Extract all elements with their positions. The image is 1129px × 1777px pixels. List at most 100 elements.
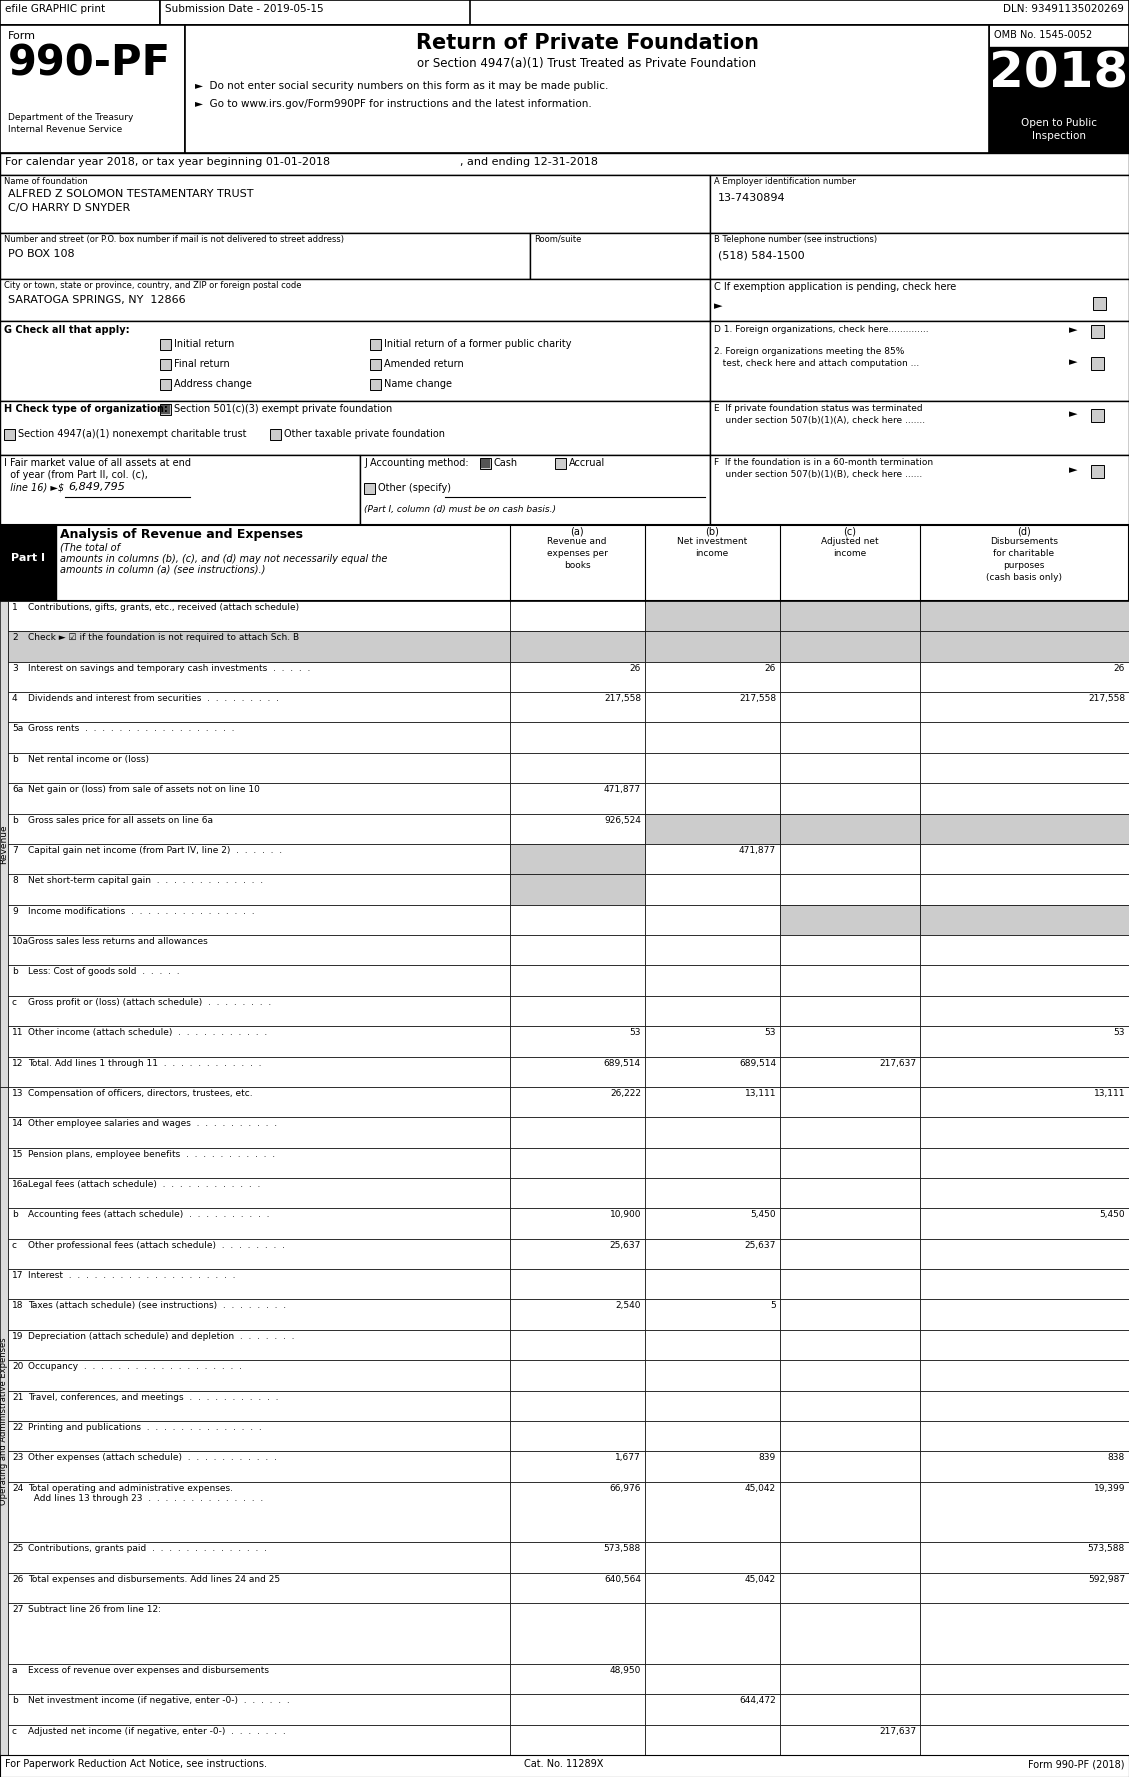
Bar (8, 723, 510, 753)
Text: B Telephone number (see instructions): B Telephone number (see instructions) (714, 235, 877, 243)
Text: Other (specify): Other (specify) (378, 483, 450, 492)
Bar (780, 814, 920, 844)
Text: ►: ► (1069, 409, 1077, 419)
Bar (185, 25, 989, 153)
Bar (8, 1725, 510, 1756)
Text: Name change: Name change (384, 379, 452, 389)
Bar (645, 1725, 780, 1756)
Bar (510, 784, 645, 814)
Bar (8, 1118, 510, 1148)
Text: D 1. Foreign organizations, check here..............: D 1. Foreign organizations, check here..… (714, 325, 929, 334)
Text: E  If private foundation status was terminated: E If private foundation status was termi… (714, 403, 922, 412)
Bar (645, 1542, 780, 1573)
Bar (510, 723, 645, 753)
Bar (510, 1239, 645, 1269)
Bar (8, 874, 510, 904)
Bar (645, 753, 780, 784)
Text: Interest on savings and temporary cash investments  .  .  .  .  .: Interest on savings and temporary cash i… (28, 665, 310, 673)
Bar (780, 1542, 920, 1573)
Bar (780, 965, 920, 995)
Text: (cash basis only): (cash basis only) (986, 572, 1062, 583)
Bar (920, 844, 1129, 874)
Text: 26: 26 (630, 665, 641, 673)
Text: 23: 23 (12, 1454, 24, 1462)
Text: ALFRED Z SOLOMON TESTAMENTARY TRUST: ALFRED Z SOLOMON TESTAMENTARY TRUST (8, 188, 254, 199)
Text: Interest  .  .  .  .  .  .  .  .  .  .  .  .  .  .  .  .  .  .  .  .: Interest . . . . . . . . . . . . . . . .… (28, 1271, 236, 1279)
Text: 573,588: 573,588 (1087, 1544, 1124, 1553)
Bar (0, 25, 185, 153)
Bar (8, 1482, 510, 1542)
Text: Printing and publications  .  .  .  .  .  .  .  .  .  .  .  .  .  .: Printing and publications . . . . . . . … (28, 1423, 262, 1432)
Bar (780, 661, 920, 691)
Bar (645, 814, 780, 844)
Bar (510, 1269, 645, 1299)
Text: 689,514: 689,514 (604, 1059, 641, 1068)
Bar (780, 753, 920, 784)
Text: (518) 584-1500: (518) 584-1500 (718, 251, 805, 261)
Bar (780, 1208, 920, 1239)
Text: 25,637: 25,637 (610, 1240, 641, 1249)
Bar (780, 935, 920, 965)
Text: b: b (12, 1210, 18, 1219)
Text: 26: 26 (1113, 665, 1124, 673)
Bar (780, 1693, 920, 1725)
Bar (780, 631, 920, 661)
Text: 2. Foreign organizations meeting the 85%: 2. Foreign organizations meeting the 85% (714, 347, 904, 355)
Bar (780, 904, 920, 935)
Bar (510, 1422, 645, 1452)
Bar (8, 631, 510, 661)
Bar (780, 1239, 920, 1269)
Text: Cat. No. 11289X: Cat. No. 11289X (524, 1759, 604, 1768)
Text: Return of Private Foundation: Return of Private Foundation (415, 34, 759, 53)
Text: 6,849,795: 6,849,795 (68, 482, 125, 492)
Bar (780, 1482, 920, 1542)
Bar (8, 784, 510, 814)
Bar (510, 844, 645, 874)
Bar (510, 1329, 645, 1359)
Bar (710, 174, 1129, 233)
Bar (510, 1178, 645, 1208)
Bar (645, 691, 780, 723)
Text: 53: 53 (1113, 1029, 1124, 1038)
Text: Total operating and administrative expenses.: Total operating and administrative expen… (28, 1484, 233, 1493)
Bar (0, 1756, 1129, 1777)
Text: C/O HARRY D SNYDER: C/O HARRY D SNYDER (8, 203, 130, 213)
Bar (510, 904, 645, 935)
Text: Other employee salaries and wages  .  .  .  .  .  .  .  .  .  .: Other employee salaries and wages . . . … (28, 1120, 277, 1128)
Text: 217,558: 217,558 (738, 695, 776, 704)
Bar (920, 1391, 1129, 1422)
Text: Net rental income or (loss): Net rental income or (loss) (28, 755, 149, 764)
Bar (920, 691, 1129, 723)
Bar (645, 784, 780, 814)
Bar (8, 1057, 510, 1088)
Bar (1093, 297, 1106, 309)
Text: ►: ► (1069, 466, 1077, 474)
Text: Add lines 13 through 23  .  .  .  .  .  .  .  .  .  .  .  .  .  .: Add lines 13 through 23 . . . . . . . . … (28, 1494, 263, 1503)
Bar (8, 1178, 510, 1208)
Bar (645, 1329, 780, 1359)
Text: Disbursements: Disbursements (990, 537, 1058, 546)
Bar (920, 1299, 1129, 1329)
Text: 5,450: 5,450 (751, 1210, 776, 1219)
Bar (510, 1025, 645, 1057)
Text: Other taxable private foundation: Other taxable private foundation (285, 428, 445, 439)
Bar (780, 1603, 920, 1663)
Text: Initial return of a former public charity: Initial return of a former public charit… (384, 339, 571, 348)
Bar (920, 784, 1129, 814)
Text: 16a: 16a (12, 1180, 29, 1189)
Bar (8, 1693, 510, 1725)
Bar (920, 1422, 1129, 1452)
Bar (920, 1088, 1129, 1118)
Text: b: b (12, 755, 18, 764)
Text: 839: 839 (759, 1454, 776, 1462)
Bar (920, 1359, 1129, 1391)
Bar (8, 1329, 510, 1359)
Text: Operating and Administrative Expenses: Operating and Administrative Expenses (0, 1336, 9, 1505)
Bar (510, 1452, 645, 1482)
Text: OMB No. 1545-0052: OMB No. 1545-0052 (994, 30, 1092, 41)
Bar (920, 1025, 1129, 1057)
Bar (510, 1148, 645, 1178)
Bar (645, 965, 780, 995)
Text: or Section 4947(a)(1) Trust Treated as Private Foundation: or Section 4947(a)(1) Trust Treated as P… (418, 57, 756, 69)
Text: 10a: 10a (12, 936, 29, 945)
